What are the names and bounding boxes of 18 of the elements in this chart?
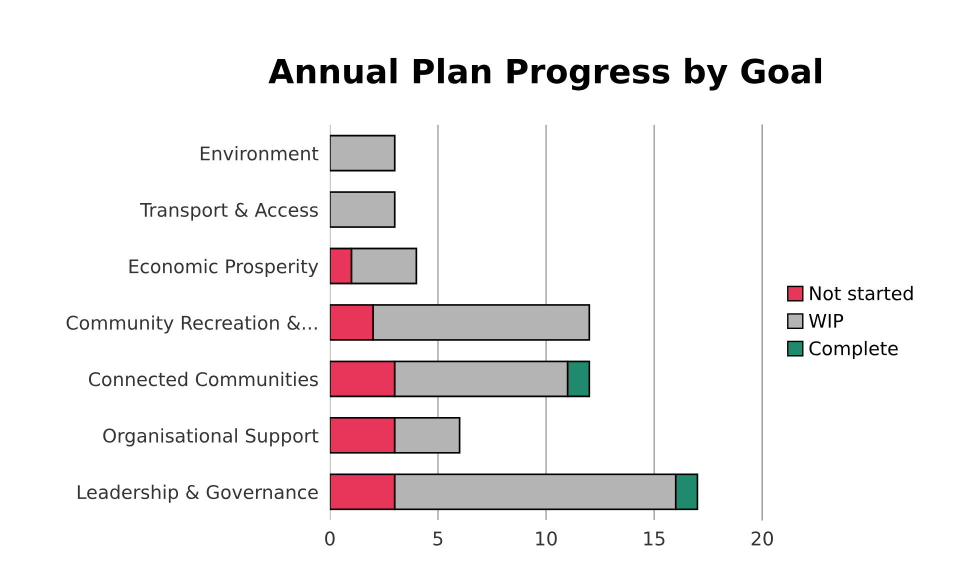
legend-label: Complete — [809, 340, 898, 360]
y-tick-label: Connected Communities — [88, 372, 318, 386]
y-tick-label: Economic Prosperity — [130, 258, 318, 278]
y-tick-label: Leadership & Governance — [78, 484, 318, 503]
bar — [330, 134, 396, 172]
legend-label: WIP — [809, 314, 844, 328]
y-tick-label: Environment — [200, 146, 318, 161]
y-tick-label: Transport & Access — [140, 202, 318, 221]
x-tick-label: 15 — [644, 532, 664, 546]
x-tick-label: 10 — [536, 531, 557, 546]
x-tick-label: 5 — [433, 532, 442, 546]
legend-label: Not started — [810, 286, 913, 300]
x-tick-label: 20 — [752, 531, 773, 546]
bar — [330, 191, 396, 228]
y-tick-label: Community Recreation &... — [66, 315, 317, 334]
x-tick-label: 0 — [325, 531, 335, 546]
chart-title: Annual Plan Progress by Goal — [268, 58, 822, 90]
y-tick-label: Organisational Support — [103, 428, 318, 446]
